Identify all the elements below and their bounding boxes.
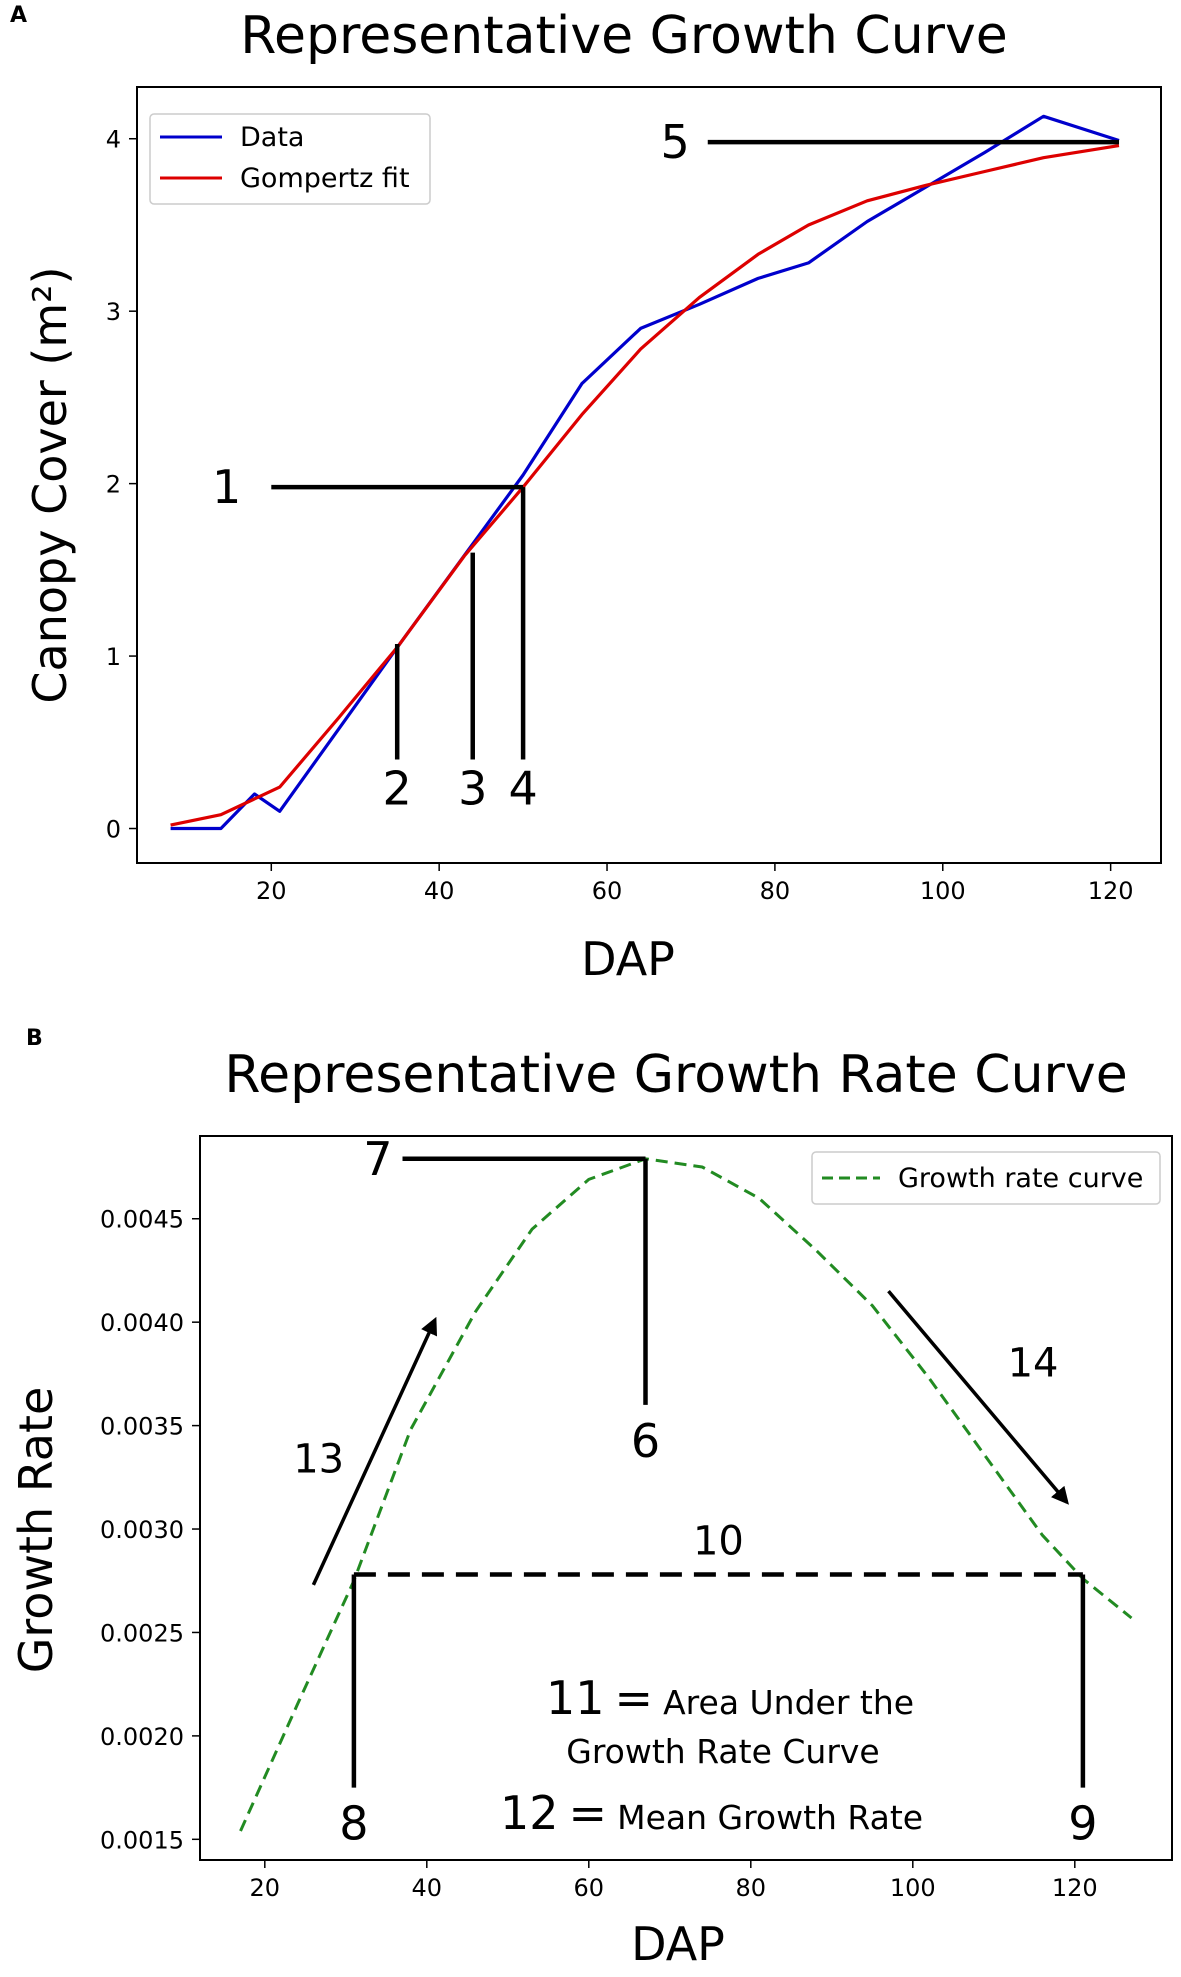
a-xtick-label-0: 20 bbox=[256, 877, 287, 905]
panel-a-legend: Data Gompertz fit bbox=[149, 113, 431, 205]
b-annotation-label-14: 14 bbox=[1008, 1341, 1059, 1387]
b-ytick-label-5: 0.0040 bbox=[100, 1309, 184, 1337]
b-ytick-label-2: 0.0025 bbox=[100, 1619, 184, 1647]
panel-a: A Representative Growth Curve DAP Canopy… bbox=[10, 3, 1162, 986]
panel-b: B Representative Growth Rate Curve DAP G… bbox=[9, 1026, 1173, 1971]
a-annotation-label-3: 3 bbox=[458, 762, 487, 816]
b-xtick-label-3: 80 bbox=[736, 1874, 767, 1902]
a-annotation-label-1: 1 bbox=[212, 460, 241, 514]
panel-b-legend: Growth rate curve bbox=[811, 1151, 1161, 1205]
b-xtick-label-0: 20 bbox=[250, 1874, 281, 1902]
panel-b-legend-box bbox=[811, 1151, 1161, 1205]
panel-b-plot-frame bbox=[199, 1135, 1173, 1861]
a-xtick-label-5: 120 bbox=[1088, 877, 1134, 905]
panel-a-xlabel: DAP bbox=[581, 932, 675, 986]
a-xtick-label-4: 100 bbox=[920, 877, 966, 905]
legend-growth-rate-label: Growth rate curve bbox=[898, 1163, 1143, 1194]
a-ytick-label-0: 0 bbox=[106, 816, 121, 844]
b-annotation-label-9: 9 bbox=[1068, 1797, 1097, 1851]
panel-b-ylabel: Growth Rate bbox=[9, 1387, 63, 1674]
a-xtick-label-2: 60 bbox=[592, 877, 623, 905]
a-xtick-label-1: 40 bbox=[424, 877, 455, 905]
b-ytick-label-1: 0.0020 bbox=[100, 1723, 184, 1751]
b-ytick-label-3: 0.0030 bbox=[100, 1516, 184, 1544]
legend-data-label: Data bbox=[240, 122, 304, 153]
b-annotation-line-13 bbox=[311, 1316, 438, 1586]
b-annotation-line-14 bbox=[887, 1290, 1069, 1505]
panel-b-title: Representative Growth Rate Curve bbox=[224, 1045, 1127, 1105]
a-xtick-label-3: 80 bbox=[760, 877, 791, 905]
b-xtick-label-1: 40 bbox=[412, 1874, 443, 1902]
panel-a-plot-frame bbox=[136, 86, 1162, 864]
a-ytick-label-1: 1 bbox=[106, 643, 121, 671]
annotation-11: 11 = Area Under the Growth Rate Curve bbox=[546, 1671, 914, 1771]
annotation-12-text: 12 = Mean Growth Rate bbox=[500, 1786, 923, 1840]
a-ytick-label-4: 4 bbox=[106, 126, 121, 154]
panel-a-ylabel: Canopy Cover (m²) bbox=[23, 266, 77, 703]
b-xtick-label-4: 100 bbox=[890, 1874, 936, 1902]
annotation-11-text: 11 = Area Under the bbox=[546, 1671, 914, 1725]
panel-a-title: Representative Growth Curve bbox=[240, 6, 1008, 66]
b-annotation-label-13: 13 bbox=[293, 1436, 344, 1482]
b-annotation-label-6: 6 bbox=[631, 1414, 660, 1468]
b-ytick-label-0: 0.0015 bbox=[100, 1826, 184, 1854]
annotation-12: 12 = Mean Growth Rate bbox=[500, 1786, 923, 1840]
panel-a-letter: A bbox=[10, 3, 27, 28]
a-annotation-label-5: 5 bbox=[660, 115, 689, 169]
a-ytick-label-2: 2 bbox=[106, 471, 121, 499]
b-xtick-label-2: 60 bbox=[574, 1874, 605, 1902]
b-series-growth-rate-curve bbox=[239, 1157, 1133, 1832]
panel-b-xlabel: DAP bbox=[631, 1917, 725, 1971]
b-annotation-label-10: 10 bbox=[693, 1519, 744, 1565]
a-annotation-label-2: 2 bbox=[383, 762, 412, 816]
a-series-data bbox=[170, 114, 1120, 831]
a-ytick-label-3: 3 bbox=[106, 298, 121, 326]
b-ytick-label-6: 0.0045 bbox=[100, 1206, 184, 1234]
legend-gompertz-label: Gompertz fit bbox=[240, 163, 410, 194]
annotation-11-text-line2: Growth Rate Curve bbox=[566, 1732, 879, 1771]
b-annotation-label-8: 8 bbox=[339, 1797, 368, 1851]
a-series-gompertz-fit bbox=[170, 144, 1120, 827]
a-annotation-label-4: 4 bbox=[508, 762, 537, 816]
b-ytick-label-4: 0.0035 bbox=[100, 1413, 184, 1441]
b-annotation-label-7: 7 bbox=[363, 1132, 392, 1186]
b-xtick-label-5: 120 bbox=[1052, 1874, 1098, 1902]
panel-b-letter: B bbox=[26, 1026, 43, 1051]
